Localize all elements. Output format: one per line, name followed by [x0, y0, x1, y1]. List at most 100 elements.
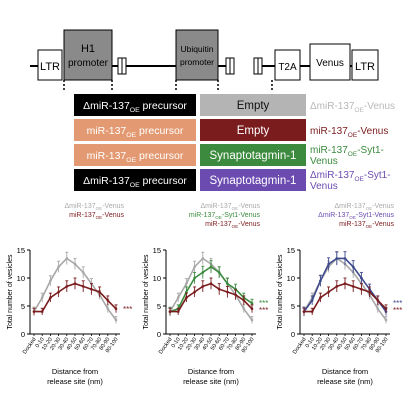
legend-entry: ΔmiR-137OE-Venus	[334, 203, 394, 211]
significance-marker: ***	[393, 306, 402, 315]
construct-name-label-line2: Venus	[310, 156, 338, 167]
data-point	[319, 279, 322, 283]
vector-constructs-diagram: LTR H1 promoter Ubiquitin promoter T2A V…	[30, 29, 395, 192]
data-point	[327, 290, 330, 294]
y-tick-label: 15	[153, 246, 161, 255]
data-point	[40, 310, 44, 313]
data-point	[185, 282, 188, 285]
x-tick-label: 0-10	[305, 337, 316, 349]
data-point	[65, 285, 69, 288]
expansion-dashed-lines	[63, 80, 273, 92]
data-point	[98, 290, 101, 294]
construct-row: miR-137OE precursor Empty miR-137OE-Venus	[74, 119, 388, 141]
data-point	[250, 307, 254, 311]
data-point	[168, 310, 172, 313]
vesicle-chart-2: ΔmiR-137OE-VenusmiR-137OE-Syt1-VenusmiR-…	[143, 203, 268, 386]
x-tick-label: 0-10	[35, 337, 46, 349]
data-point	[250, 301, 254, 305]
insert-box	[200, 169, 306, 191]
precursor-box	[74, 144, 196, 166]
data-point	[65, 257, 69, 260]
ubiquitin-promoter-element: Ubiquitin promoter	[175, 29, 219, 81]
data-point	[368, 290, 371, 294]
significance-marker: ***	[393, 299, 402, 308]
data-series	[32, 251, 118, 324]
insert-label: Empty	[237, 125, 270, 137]
data-point	[185, 290, 188, 294]
data-point	[193, 276, 196, 280]
insert-box	[200, 144, 306, 166]
construct-rows: ΔmiR-137OE precursor Empty ΔmiR-137OE-Venu…	[74, 94, 395, 192]
x-tick-label: 0-10	[171, 337, 182, 349]
data-point	[335, 257, 339, 260]
y-tick-label: 0	[291, 330, 295, 339]
data-point	[343, 257, 347, 260]
data-point	[73, 282, 77, 285]
data-series	[302, 277, 388, 315]
backbone-break-marks	[117, 57, 263, 75]
ltr-left-element: LTR	[37, 49, 63, 81]
data-point	[351, 265, 355, 269]
construct-name-label: miR-137OE-Syt1-	[310, 145, 384, 158]
construct-name-label: miR-137OE-Venus	[310, 126, 388, 139]
data-point	[57, 265, 60, 269]
data-point	[185, 296, 188, 299]
legend-entry: miR-137OE-Venus	[339, 221, 394, 229]
data-point	[384, 307, 388, 311]
legend-entry: ΔmiR-137OE-Venus	[200, 203, 260, 211]
legend-entry: miR-137OE-Syt1-Venus	[189, 212, 261, 220]
ltr-right-element: LTR	[351, 49, 379, 81]
precursor-box	[74, 169, 196, 191]
significance-marker: ***	[259, 306, 268, 315]
data-point	[90, 287, 93, 291]
data-point	[310, 310, 314, 313]
data-point	[217, 271, 221, 274]
y-tick-label: 15	[17, 246, 25, 255]
construct-name-label: ΔmiR-137OE-Venus	[310, 101, 395, 114]
significance-marker: ***	[259, 299, 268, 308]
legend-entry: miR-137OE-Venus	[69, 212, 124, 220]
h1-promoter-label-line2: promoter	[68, 58, 109, 69]
x-axis-label: Distance from	[188, 367, 234, 376]
precursor-label: miR-137OE precursor	[87, 125, 184, 139]
construct-name-label: ΔmiR-137OE-Syt1-	[310, 170, 391, 183]
data-point	[343, 282, 347, 285]
y-tick-label: 10	[287, 274, 295, 283]
x-axis-label-line2: release site (nm)	[47, 377, 103, 386]
precursor-label: ΔmiR-137OE precursor	[83, 100, 187, 114]
construct-row: miR-137OE precursor Synaptotagmin-1 miR-13…	[74, 144, 384, 167]
data-point	[201, 285, 205, 288]
data-point	[384, 318, 388, 322]
data-point	[49, 296, 52, 299]
y-axis-label: Total number of vesicles	[277, 254, 284, 330]
legend-entry: ΔmiR-137OE-Syt1-Venus	[318, 212, 394, 220]
h1-promoter-element: H1 promoter	[63, 29, 113, 81]
insert-label: Synaptotagmin-1	[210, 175, 297, 187]
data-point	[242, 307, 246, 311]
data-point	[40, 296, 44, 299]
construct-row: ΔmiR-137OE precursor Empty ΔmiR-137OE-Venu…	[74, 94, 395, 116]
data-point	[32, 310, 36, 313]
vesicle-chart-3: ΔmiR-137OE-VenusΔmiR-137OE-Syt1-VenusmiR…	[277, 203, 402, 386]
construct-name-label-line2: Venus	[310, 181, 338, 192]
x-axis-label-line2: release site (nm)	[317, 377, 373, 386]
data-point	[226, 282, 229, 285]
data-point	[234, 293, 237, 297]
data-point	[250, 318, 254, 322]
data-point	[114, 307, 118, 311]
data-point	[201, 257, 205, 260]
y-tick-label: 5	[21, 302, 25, 311]
x-axis-label: Distance from	[52, 367, 98, 376]
y-axis-label: Total number of vesicles	[143, 254, 150, 330]
ltr-left-label: LTR	[40, 61, 60, 73]
data-point	[360, 276, 363, 280]
data-series	[168, 277, 254, 315]
y-tick-label: 5	[291, 302, 295, 311]
precursor-box	[74, 119, 196, 141]
data-point	[57, 290, 60, 294]
x-axis-label: Distance from	[322, 367, 368, 376]
data-point	[376, 299, 380, 302]
ubiquitin-promoter-label-line1: Ubiquitin	[180, 44, 213, 54]
